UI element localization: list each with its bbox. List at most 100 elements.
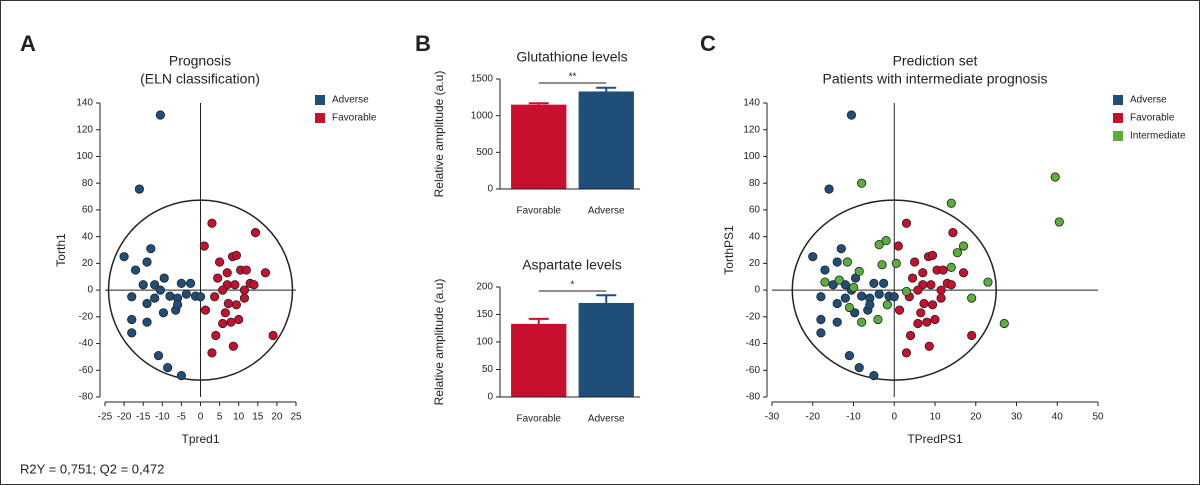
data-point: [967, 293, 977, 303]
data-point: [223, 298, 233, 309]
data-point: [946, 198, 956, 208]
data-point: [155, 110, 165, 120]
x-tick-label: -25: [98, 412, 113, 423]
y-tick-label: 60: [82, 205, 94, 216]
data-point: [213, 273, 223, 283]
y-tick-label: 40: [749, 231, 761, 242]
legend-label: Favorable: [1130, 113, 1175, 124]
data-point: [857, 178, 867, 188]
y-tick-label: 140: [743, 98, 760, 109]
data-point: [938, 265, 948, 275]
x-tick-label: -20: [806, 412, 821, 423]
confidence-ellipse: [791, 199, 997, 381]
x-tick-label: 0: [198, 412, 204, 423]
data-point: [215, 257, 225, 267]
data-point: [239, 293, 250, 303]
data-point: [999, 318, 1009, 329]
data-point: [983, 277, 993, 287]
bar: [578, 302, 634, 397]
data-point: [926, 280, 936, 290]
x-tick-label: Favorable: [517, 414, 562, 425]
x-tick-label: -5: [177, 412, 186, 423]
chart-title: Prognosis: [169, 53, 231, 69]
data-point: [958, 268, 969, 278]
data-point: [260, 268, 271, 278]
data-point: [134, 184, 144, 194]
x-axis-label: TPredPS1: [907, 432, 963, 446]
y-tick-label: 0: [754, 285, 760, 296]
y-tick-label: 60: [749, 205, 761, 216]
data-point: [127, 328, 137, 338]
data-point: [234, 314, 244, 325]
data-point: [222, 268, 232, 278]
legend-label: Favorable: [332, 113, 377, 124]
data-point: [881, 236, 891, 246]
y-tick-label: -40: [79, 338, 94, 349]
data-point: [842, 257, 852, 267]
data-point: [857, 291, 867, 301]
x-tick-label: 30: [1011, 412, 1023, 423]
footnote: R2Y = 0,751; Q2 = 0,472: [20, 461, 164, 476]
chart-title: Prediction set: [893, 53, 978, 69]
data-point: [142, 257, 152, 267]
panel-letter: C: [700, 31, 716, 56]
x-tick-label: Favorable: [517, 206, 562, 217]
data-point: [163, 362, 173, 373]
data-point: [1050, 172, 1060, 182]
y-tick-label: 0: [87, 285, 93, 296]
x-tick-label: Adverse: [588, 206, 625, 217]
bar: [511, 104, 567, 189]
data-point: [150, 293, 160, 303]
data-point: [893, 241, 903, 251]
error-bar: [596, 86, 617, 92]
legend-swatch: [315, 113, 325, 123]
data-point: [158, 308, 169, 318]
data-point: [218, 285, 228, 295]
data-point: [176, 278, 186, 289]
data-point: [869, 278, 879, 289]
data-point: [119, 252, 129, 262]
chart-title: Aspartate levels: [522, 257, 622, 273]
data-point: [840, 293, 850, 303]
x-tick-label: 15: [252, 412, 264, 423]
data-point: [877, 260, 887, 270]
legend-label: Adverse: [1130, 95, 1167, 106]
data-point: [1054, 217, 1064, 227]
data-point: [172, 300, 183, 310]
data-point: [211, 330, 221, 341]
data-point: [241, 265, 251, 275]
data-point: [844, 302, 855, 313]
data-point: [936, 293, 946, 303]
data-point: [155, 285, 165, 295]
x-tick-label: Adverse: [588, 414, 625, 425]
y-tick-label: -60: [79, 365, 94, 376]
data-point: [891, 258, 901, 268]
data-point: [857, 317, 867, 327]
data-point: [952, 248, 963, 258]
y-tick-label: 80: [749, 178, 761, 189]
y-axis-label: Relative amplitude (a.u): [432, 279, 446, 406]
data-point: [250, 228, 261, 238]
data-point: [922, 317, 932, 327]
data-point: [874, 240, 884, 250]
data-point: [907, 273, 918, 283]
data-point: [901, 218, 912, 228]
data-point: [176, 371, 186, 381]
data-point: [239, 285, 250, 295]
data-point: [894, 305, 905, 315]
y-tick-label: 1000: [471, 110, 494, 121]
data-point: [832, 257, 842, 267]
data-point: [207, 218, 217, 228]
data-point: [816, 292, 826, 302]
data-point: [913, 285, 923, 295]
y-tick-label: 80: [82, 178, 94, 189]
y-tick-label: -20: [746, 311, 761, 322]
chart-subtitle: Patients with intermediate prognosis: [823, 71, 1048, 87]
y-tick-label: 0: [487, 392, 493, 403]
data-point: [919, 298, 929, 309]
bar: [578, 91, 634, 189]
error-bar: [528, 102, 549, 105]
significance-label: **: [569, 72, 577, 83]
data-point: [231, 300, 242, 310]
x-tick-label: -10: [846, 412, 861, 423]
